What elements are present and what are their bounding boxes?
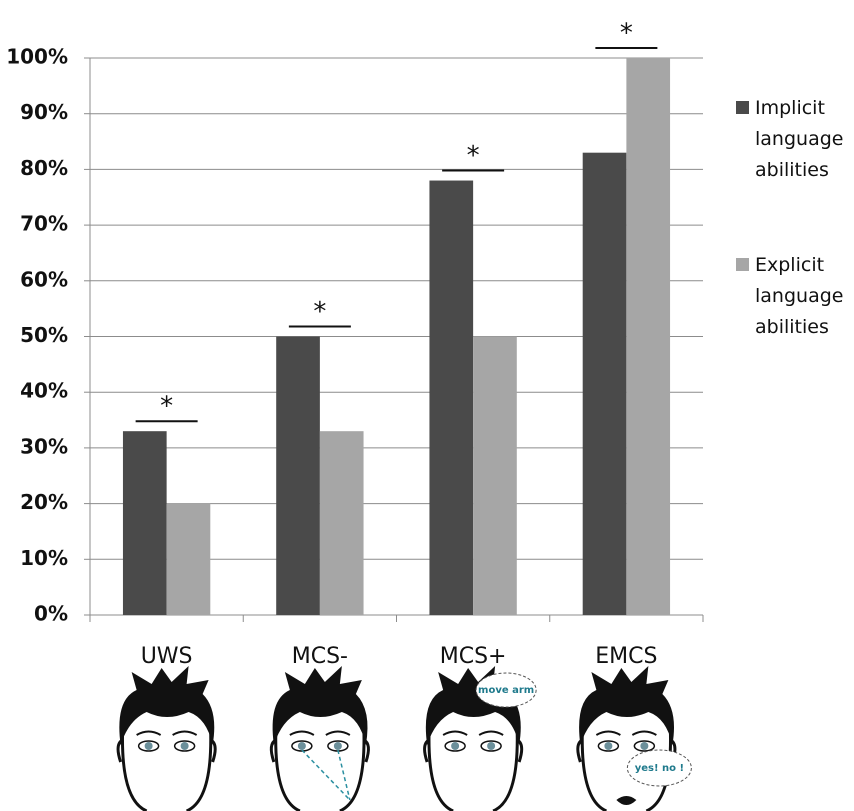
iris (144, 742, 153, 750)
legend-swatch (736, 101, 749, 114)
eyebrow (442, 730, 468, 736)
x-tick-label: MCS- (292, 644, 348, 669)
face-outline (121, 729, 213, 811)
speech-bubble (626, 749, 692, 787)
iris (297, 742, 306, 750)
eyebrow (595, 730, 621, 736)
bar (319, 431, 364, 615)
y-tick-label: 60% (20, 267, 68, 291)
face (576, 666, 677, 811)
face (269, 666, 370, 811)
bar (473, 336, 517, 615)
eyebrow (631, 730, 657, 736)
significance-label: * (620, 19, 633, 49)
eyebrow (172, 730, 198, 736)
significance-label: * (160, 392, 173, 422)
y-tick-label: 100% (6, 45, 68, 69)
y-tick-label: 70% (20, 212, 68, 236)
bar (166, 503, 211, 615)
iris (640, 742, 649, 750)
legend-swatch (736, 258, 749, 271)
face-outline (274, 729, 366, 811)
bar (626, 58, 671, 615)
x-tick-label: EMCS (595, 644, 657, 669)
hair (579, 666, 675, 745)
y-tick-label: 80% (20, 156, 68, 180)
thought-bubble (475, 672, 537, 708)
iris (487, 742, 496, 750)
significance-label: * (467, 141, 480, 171)
significance-label: * (313, 297, 326, 327)
y-tick-label: 30% (20, 434, 68, 458)
hair (119, 666, 215, 745)
legend-label: Explicit language abilities (755, 254, 844, 338)
lips (616, 796, 637, 805)
x-tick-label: MCS+ (440, 644, 507, 669)
hair (272, 666, 368, 745)
thought-bubble-text: move arm (478, 685, 534, 696)
iris (333, 742, 342, 750)
eyebrow (478, 730, 504, 736)
eyebrow (289, 730, 315, 736)
y-tick-label: 20% (20, 490, 68, 514)
iris (604, 742, 613, 750)
bar (276, 336, 320, 615)
y-tick-label: 0% (34, 602, 68, 626)
bar (582, 152, 627, 615)
y-tick-label: 10% (20, 546, 68, 570)
legend-label: Implicit language abilities (755, 97, 844, 181)
gaze-lines (301, 749, 351, 801)
speech-bubble-text: yes! no ! (635, 763, 684, 774)
eyebrow (136, 730, 162, 736)
y-tick-label: 40% (20, 379, 68, 403)
iris (451, 742, 460, 750)
eyebrow (325, 730, 351, 736)
ear (423, 738, 524, 763)
face-outline (427, 729, 519, 811)
bar (429, 180, 474, 616)
iris (180, 742, 189, 750)
ear (269, 738, 370, 763)
bar (122, 431, 167, 615)
ear (116, 738, 217, 763)
y-tick-label: 90% (20, 100, 68, 124)
y-tick-label: 50% (20, 323, 68, 347)
x-tick-label: UWS (141, 644, 193, 669)
face (116, 666, 217, 811)
